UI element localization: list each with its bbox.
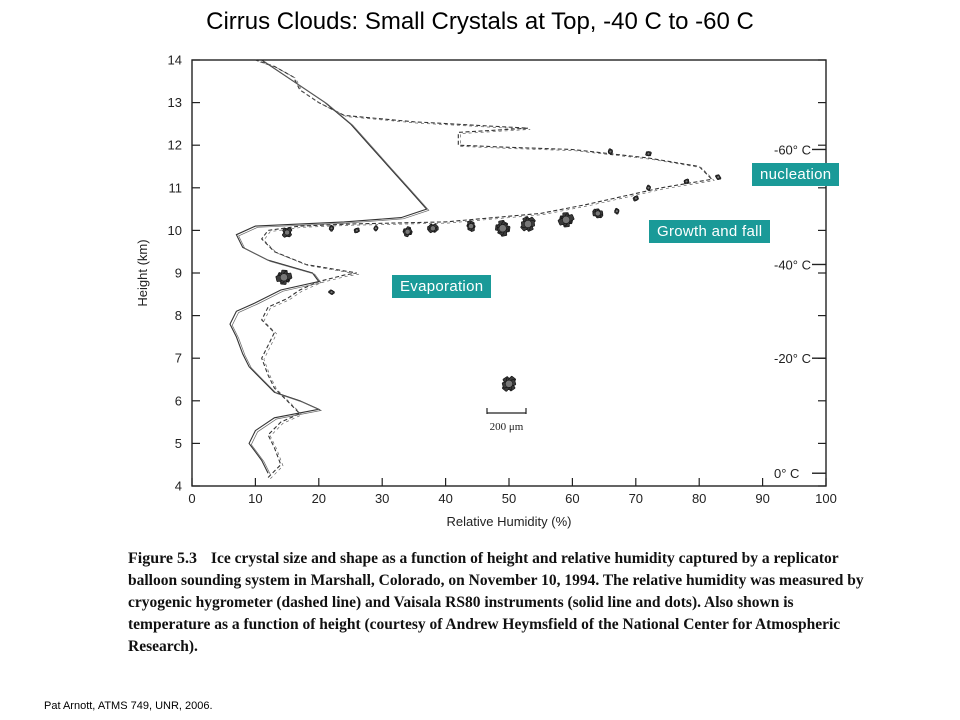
crystal-core [355,228,359,233]
y-tick-label: 6 [175,393,182,408]
temperature-tick-label: 0° C [774,466,799,481]
crystal-core [468,223,474,229]
ice-crystal [645,151,652,157]
series-line-shadow-solid [231,60,430,475]
scale-bar: 200 μm [486,408,527,433]
figure-caption: Figure 5.3 Ice crystal size and shape as… [128,548,868,658]
ice-crystal [328,289,335,295]
x-tick-label: 90 [755,491,769,506]
crystal-core [646,186,651,190]
x-tick-label: 100 [815,491,837,506]
crystal-core [329,226,334,230]
crystal-core [684,179,689,184]
crystal-core [562,215,570,224]
x-tick-label: 30 [375,491,389,506]
footer-credit: Pat Arnott, ATMS 749, UNR, 2006. [44,700,213,712]
x-tick-label: 80 [692,491,706,506]
series-line-solid [229,59,428,474]
nucleation-tag: nucleation [752,163,840,186]
y-tick-label: 5 [175,436,182,451]
x-tick-label: 60 [565,491,579,506]
ice-crystal [373,225,379,232]
crystal-core [634,196,638,201]
crystal-core [716,175,720,179]
crystal-core [595,210,601,217]
crystal-core [430,225,436,232]
temperature-tick-label: -60° C [774,142,811,157]
crystal-core [615,209,619,213]
slide-title: Cirrus Clouds: Small Crystals at Top, -4… [206,8,754,35]
x-tick-label: 20 [312,491,326,506]
x-tick-label: 40 [438,491,452,506]
growth-and-fall-tag: Growth and fall [649,220,771,243]
y-tick-label: 14 [168,53,182,68]
crystal-core [608,149,613,154]
y-tick-label: 4 [175,479,182,494]
crystal-core [524,220,532,228]
ice-crystal [592,208,604,219]
ice-crystal [520,216,536,232]
ice-crystal [683,178,690,185]
series-line-dashed [255,59,714,478]
crystal-core [505,379,513,388]
temperature-tick-label: -40° C [774,257,811,272]
temperature-tick-label: -20° C [774,351,811,366]
ice-crystal [501,375,517,392]
ice-crystal [557,212,575,228]
x-tick-label: 50 [502,491,516,506]
ice-crystal [466,220,476,232]
y-axis-label: Height (km) [135,239,150,306]
x-axis-label: Relative Humidity (%) [447,514,572,529]
humidity-series [229,59,715,479]
ice-crystal [427,223,439,234]
crystal-core [498,224,507,233]
ice-crystal [353,227,360,234]
x-tick-label: 10 [248,491,262,506]
ice-crystal [607,148,613,155]
series-line-shadow-dashed [257,60,715,479]
ice-crystal [715,174,722,181]
y-tick-label: 7 [175,351,182,366]
ice-crystal [646,184,651,191]
temperature-scale: 0° C -20° C -40° C -60° C [774,142,826,481]
ice-crystals [275,148,722,392]
ice-crystal [275,269,293,285]
y-tick-label: 12 [168,138,182,153]
evaporation-tag: Evaporation [392,275,492,298]
ice-crystal [328,224,335,232]
crystal-core [374,226,378,230]
y-tick-label: 8 [175,308,182,323]
figure-label: Figure 5.3 [128,550,198,567]
x-tick-labels: 0 10 20 30 40 50 60 70 80 90 100 [188,491,836,506]
crystal-core [404,228,411,235]
ice-crystal [402,226,413,238]
y-tick-label: 13 [168,95,182,110]
rh-height-chart: 0 10 20 30 40 50 60 70 80 90 100 4567891011121314 … [135,53,837,530]
y-tick-labels: 4 5 6 7 8 9 10 11 12 13 14 [168,53,182,494]
crystal-core [280,273,288,282]
y-tick-label: 9 [175,266,182,281]
ice-crystal [632,195,639,202]
x-tick-label: 0 [188,491,195,506]
figure-caption-text: Ice crystal size and shape as a function… [128,550,864,655]
ice-crystal [281,227,293,238]
ice-crystal [614,207,620,215]
crystal-core [646,152,651,156]
y-tick-label: 10 [168,223,182,238]
crystal-core [329,290,334,294]
scale-bar-label: 200 μm [490,421,524,433]
x-tick-label: 70 [629,491,643,506]
crystal-core [284,229,290,236]
ice-crystal [495,219,511,237]
y-tick-label: 11 [169,180,183,195]
